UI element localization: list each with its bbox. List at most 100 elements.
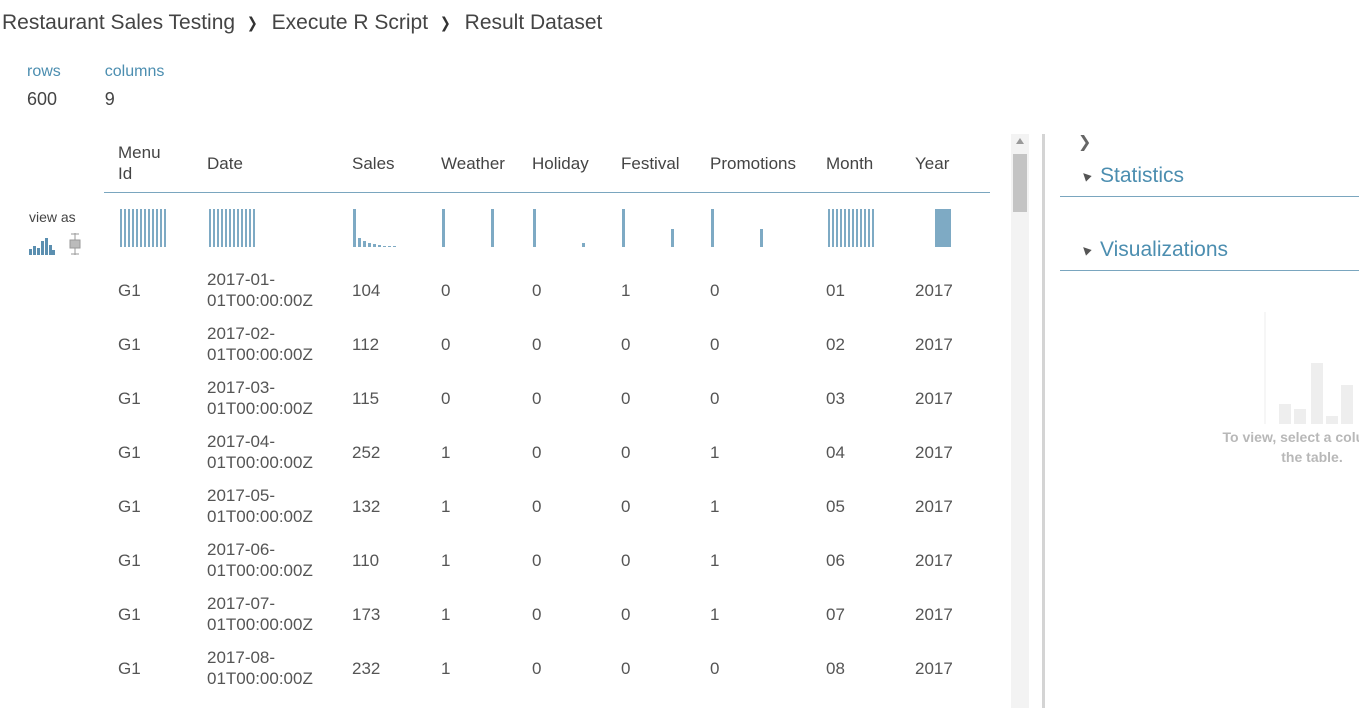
table-cell[interactable]: 1 [441,604,451,624]
table-cell[interactable]: 110 [352,550,380,570]
statistics-section-header[interactable]: Statistics [1060,156,1359,197]
table-cell[interactable]: 07 [826,604,845,624]
table-cell[interactable]: 0 [532,442,542,462]
table-cell[interactable]: 1 [621,280,631,300]
table-cell[interactable]: 2017-08-01T00:00:00Z [207,648,313,688]
boxplot-icon[interactable] [69,233,81,255]
table-cell[interactable]: 0 [441,334,451,354]
table-cell[interactable]: 1 [441,442,451,462]
table-cell[interactable]: 0 [621,334,631,354]
table-cell[interactable]: 2017-07-01T00:00:00Z [207,594,313,634]
visualizations-section-header[interactable]: Visualizations [1060,230,1359,271]
table-cell[interactable]: G1 [118,280,141,300]
table-cell[interactable]: 2017-01-01T00:00:00Z [207,270,313,310]
table-cell[interactable]: 1 [441,550,451,570]
table-cell[interactable]: 0 [532,334,542,354]
table-cell[interactable]: 06 [826,550,845,570]
column-histogram[interactable] [696,193,812,264]
column-header[interactable]: Weather [427,134,518,193]
table-cell[interactable]: G1 [118,388,141,408]
table-cell[interactable]: 2017 [915,388,953,408]
column-histogram[interactable] [518,193,607,264]
table-cell[interactable]: 04 [826,442,845,462]
column-histogram[interactable] [812,193,901,264]
table-cell[interactable]: G1 [118,442,141,462]
table-cell[interactable]: 02 [826,334,845,354]
table-cell[interactable]: 0 [441,280,451,300]
table-cell[interactable]: 2017-05-01T00:00:00Z [207,486,313,526]
breadcrumb-module[interactable]: Execute R Script [271,11,429,34]
table-cell[interactable]: G1 [118,334,141,354]
table-cell[interactable]: 0 [621,658,631,678]
table-scrollbar[interactable] [1011,134,1029,708]
table-cell[interactable]: G1 [118,658,141,678]
table-cell[interactable]: 232 [352,658,381,678]
column-header[interactable]: Year [901,134,990,193]
histogram-icon[interactable] [29,237,55,255]
collapse-panel-chevron-icon[interactable]: ❯ [1078,134,1092,151]
column-header[interactable]: Promotions [696,134,812,193]
column-histogram[interactable] [901,193,990,264]
table-cell[interactable]: 2017-03-01T00:00:00Z [207,378,313,418]
table-cell[interactable]: 112 [352,334,380,354]
table-cell[interactable]: 2017 [915,604,953,624]
breadcrumb-experiment[interactable]: Restaurant Sales Testing [2,11,236,34]
column-histogram[interactable] [104,193,193,264]
table-cell[interactable]: 2017 [915,550,953,570]
table-cell[interactable]: 0 [710,388,720,408]
table-cell[interactable]: G1 [118,604,141,624]
table-cell[interactable]: 0 [532,280,542,300]
table-cell[interactable]: 1 [710,550,720,570]
table-cell[interactable]: 2017-02-01T00:00:00Z [207,324,313,364]
table-cell[interactable]: 0 [532,604,542,624]
table-cell[interactable]: 115 [352,388,380,408]
table-cell[interactable]: 132 [352,496,381,516]
table-cell[interactable]: 2017 [915,496,953,516]
table-cell[interactable]: 2017 [915,280,953,300]
table-cell[interactable]: 0 [532,388,542,408]
table-cell[interactable]: 0 [621,388,631,408]
column-header[interactable]: Festival [607,134,696,193]
table-cell[interactable]: 2017-06-01T00:00:00Z [207,540,313,580]
table-cell[interactable]: 1 [710,496,720,516]
table-cell[interactable]: 03 [826,388,845,408]
table-cell[interactable]: 0 [621,496,631,516]
table-cell[interactable]: 08 [826,658,845,678]
table-cell[interactable]: 2017-04-01T00:00:00Z [207,432,313,472]
scroll-up-arrow-icon[interactable] [1016,138,1024,144]
column-histogram[interactable] [193,193,338,264]
table-cell[interactable]: 0 [532,658,542,678]
table-cell[interactable]: 0 [710,658,720,678]
table-cell[interactable]: 104 [352,280,381,300]
table-cell[interactable]: 1 [441,496,451,516]
table-cell[interactable]: 252 [352,442,381,462]
table-cell[interactable]: 01 [826,280,845,300]
table-cell[interactable]: 1 [710,604,720,624]
column-header[interactable]: Month [812,134,901,193]
table-cell[interactable]: 2017 [915,334,953,354]
table-cell[interactable]: 0 [710,334,720,354]
column-histogram[interactable] [427,193,518,264]
table-cell[interactable]: 0 [621,442,631,462]
column-header[interactable]: Menu Id [104,134,193,193]
table-cell[interactable]: 0 [710,280,720,300]
table-cell[interactable]: 0 [532,496,542,516]
column-histogram[interactable] [607,193,696,264]
table-cell[interactable]: 1 [710,442,720,462]
column-header[interactable]: Date [193,134,338,193]
column-header[interactable]: Sales [338,134,427,193]
table-cell[interactable]: 0 [532,550,542,570]
table-cell[interactable]: 2017 [915,442,953,462]
table-cell[interactable]: 2017 [915,658,953,678]
table-cell[interactable]: 05 [826,496,845,516]
pane-splitter[interactable] [1042,134,1045,708]
column-header[interactable]: Holiday [518,134,607,193]
table-cell[interactable]: 173 [352,604,381,624]
scrollbar-thumb[interactable] [1013,154,1027,212]
table-cell[interactable]: 0 [621,604,631,624]
table-cell[interactable]: G1 [118,496,141,516]
table-cell[interactable]: 0 [621,550,631,570]
column-histogram[interactable] [338,193,427,264]
table-cell[interactable]: G1 [118,550,141,570]
table-cell[interactable]: 1 [441,658,451,678]
